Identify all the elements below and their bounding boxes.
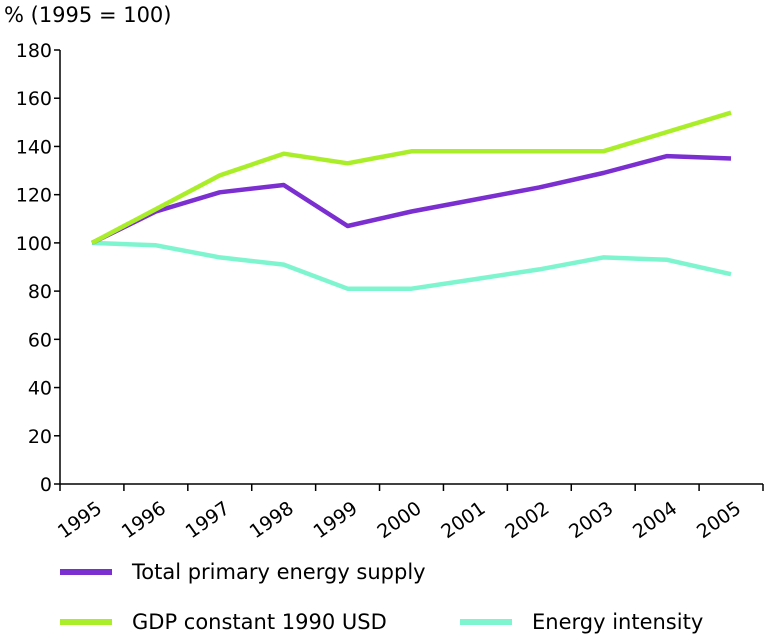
legend-label: Energy intensity [532, 610, 703, 634]
y-axis-unit-label: % (1995 = 100) [4, 3, 172, 27]
x-tick-label: 2004 [629, 497, 681, 543]
x-tick-label: 2005 [693, 497, 745, 543]
x-tick-labels: 1995 1996 1997 1998 1999 2000 2001 2002 2003 2004… [54, 497, 745, 543]
x-tick-label: 1997 [182, 497, 234, 543]
x-tick-label: 2001 [437, 497, 489, 543]
y-tick-label: 20 [28, 426, 52, 448]
x-tick-label: 2000 [373, 497, 425, 543]
x-tick-label: 2003 [565, 497, 617, 543]
axes [54, 49, 764, 491]
y-tick-labels: 0 20 40 60 80 100 120 140 160 180 [16, 40, 52, 496]
legend-label: Total primary energy supply [131, 560, 426, 584]
legend-label: GDP constant 1990 USD [132, 610, 387, 634]
series-lines [90, 110, 732, 291]
y-tick-label: 0 [40, 474, 52, 496]
x-tick-label: 1995 [54, 497, 106, 543]
y-tick-label: 120 [16, 185, 52, 207]
y-tick-label: 100 [16, 233, 52, 255]
y-tick-label: 180 [16, 40, 52, 62]
y-tick-label: 60 [28, 329, 52, 351]
x-tick-label: 1996 [118, 497, 170, 543]
x-tick-label: 1998 [246, 497, 298, 543]
legend: Total primary energy supply GDP constant … [60, 560, 703, 634]
series-line [91, 240, 732, 291]
x-tick-label: 2002 [501, 497, 553, 543]
y-tick-label: 160 [16, 88, 52, 110]
series-line [90, 110, 732, 245]
y-tick-label: 140 [16, 136, 52, 158]
y-tick-label: 40 [28, 378, 52, 400]
series-line [91, 153, 732, 245]
x-tick-label: 1999 [309, 497, 361, 543]
y-tick-label: 80 [28, 281, 52, 303]
